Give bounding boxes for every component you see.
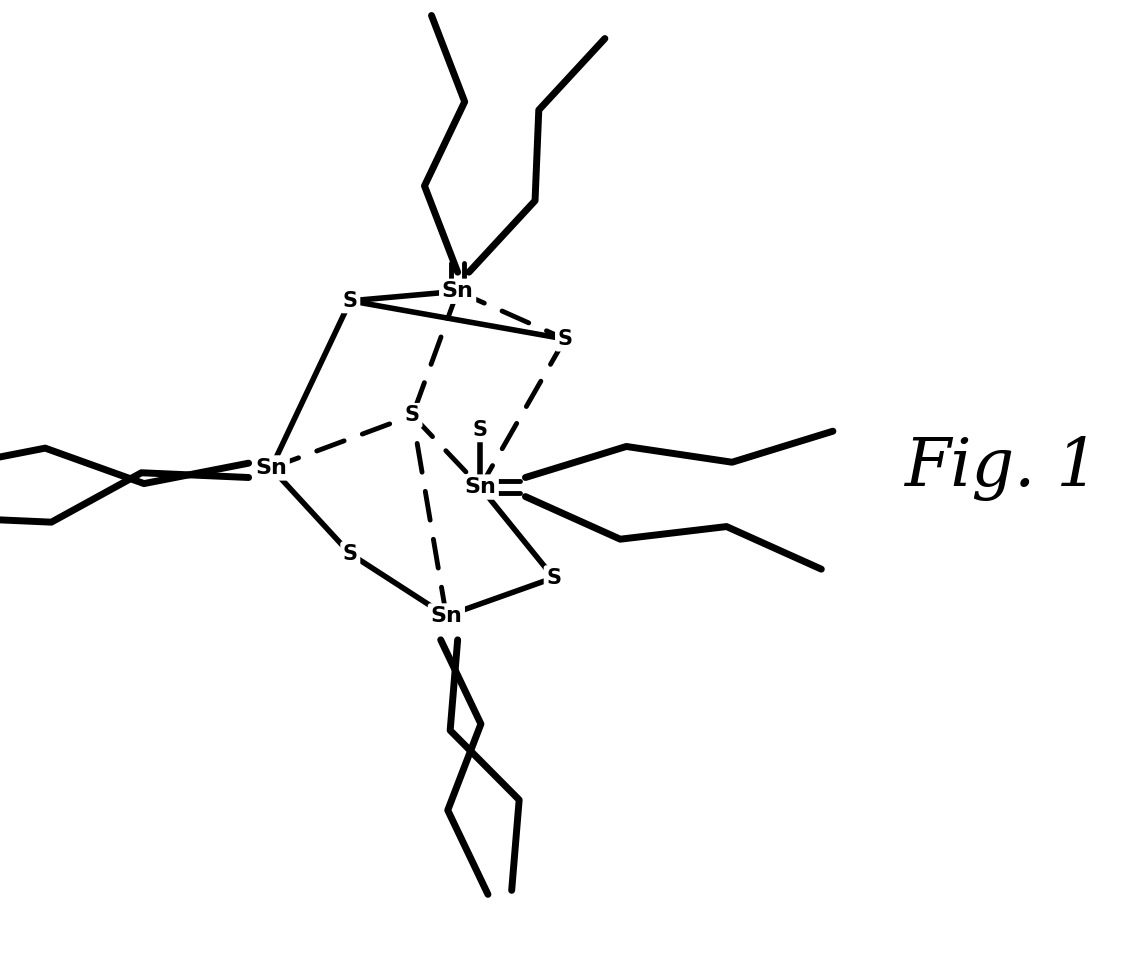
Text: S: S [405,406,420,425]
Text: S: S [557,329,573,349]
Text: Sn: Sn [255,458,287,478]
Text: Sn: Sn [431,606,462,626]
Text: Sn: Sn [464,478,496,497]
Text: S: S [546,568,562,587]
Text: S: S [342,544,358,563]
Text: Fig. 1: Fig. 1 [904,435,1098,500]
Text: Sn: Sn [442,282,473,301]
Text: S: S [472,420,488,439]
Text: S: S [342,291,358,310]
